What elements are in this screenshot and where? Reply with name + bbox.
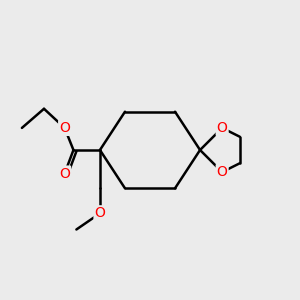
Text: O: O [59, 167, 70, 181]
Text: O: O [217, 165, 228, 179]
Text: O: O [59, 121, 70, 135]
Text: O: O [217, 121, 228, 135]
Text: O: O [94, 206, 105, 220]
